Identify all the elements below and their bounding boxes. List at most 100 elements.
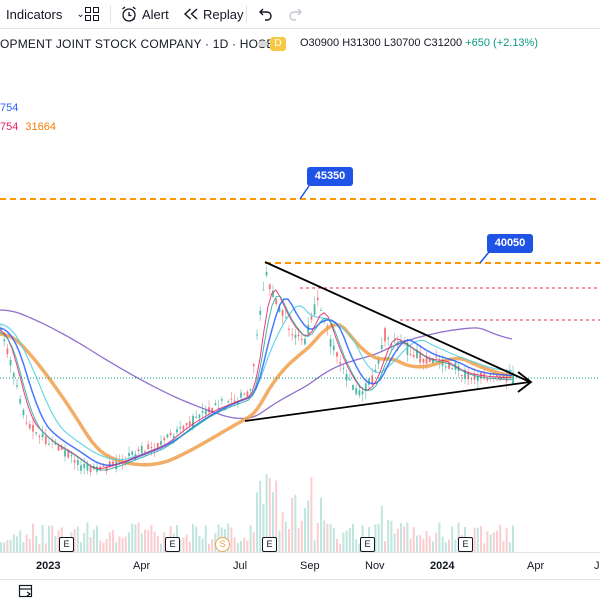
volume-bar xyxy=(153,531,156,552)
earnings-event-5[interactable]: E xyxy=(458,537,473,552)
volume-bar xyxy=(316,522,319,552)
candle-body xyxy=(179,426,182,429)
volume-bar xyxy=(275,480,278,552)
volume-bar xyxy=(300,520,303,552)
alert-button[interactable]: Alert xyxy=(120,0,169,28)
volume-bar xyxy=(48,525,50,552)
volume-bar xyxy=(307,500,310,552)
layout-grid-button[interactable] xyxy=(84,0,100,28)
price-chart[interactable] xyxy=(0,0,600,552)
x-tick-label: Nov xyxy=(365,560,385,572)
candle-body xyxy=(380,344,383,349)
candle-body xyxy=(284,317,287,319)
volume-bar xyxy=(25,534,28,552)
candle-body xyxy=(467,372,470,380)
earnings-event-2[interactable]: E xyxy=(165,537,180,552)
candle-body xyxy=(0,328,2,331)
callout-pointer-45350 xyxy=(299,185,310,200)
volume-bar xyxy=(304,507,306,552)
price-callout-40050[interactable]: 40050 xyxy=(487,234,533,253)
volume-bar xyxy=(406,522,409,552)
volume-bar xyxy=(438,522,441,552)
candle-body xyxy=(265,272,268,276)
volume-bar xyxy=(57,530,60,552)
candle-body xyxy=(268,284,271,290)
candle-body xyxy=(294,334,297,338)
volume-bar xyxy=(291,497,294,552)
earnings-event-4[interactable]: E xyxy=(360,537,375,552)
redo-button[interactable] xyxy=(287,0,303,28)
earnings-event-1[interactable]: E xyxy=(59,537,74,552)
earnings-letter: E xyxy=(462,539,469,549)
candle-body xyxy=(278,307,281,312)
volume-bar xyxy=(76,526,79,552)
volume-bar xyxy=(38,543,41,552)
candlesticks xyxy=(0,265,514,477)
candle-body xyxy=(243,393,246,395)
candle-body xyxy=(499,375,502,381)
volume-bar xyxy=(83,532,86,552)
volume-bar xyxy=(243,537,246,552)
volume-bar xyxy=(80,542,82,552)
price-callout-45350[interactable]: 45350 xyxy=(307,167,353,186)
candle-body xyxy=(288,328,290,330)
x-tick-label: J xyxy=(594,560,600,572)
candle-body xyxy=(233,400,236,402)
undo-button[interactable] xyxy=(258,0,274,28)
volume-bar xyxy=(284,521,287,552)
symbol-title[interactable]: OPMENT JOINT STOCK COMPANY · 1D · HOSE xyxy=(0,37,275,51)
split-event[interactable]: S xyxy=(215,537,230,552)
top-toolbar: Indicators ⌄ Alert Replay xyxy=(0,0,600,29)
candle-body xyxy=(64,450,66,457)
volume-bar xyxy=(348,527,351,552)
triangle-upper-line xyxy=(264,261,531,383)
volume-bar xyxy=(332,528,335,552)
candle-body xyxy=(227,401,230,403)
volume-bar xyxy=(508,542,511,552)
ma-cyan-line xyxy=(0,305,513,461)
candle-body xyxy=(512,372,514,385)
volume-bar xyxy=(432,541,434,552)
volume-bar xyxy=(377,524,380,552)
candle-body xyxy=(476,376,479,382)
market-status-indicator xyxy=(258,41,268,47)
volume-bar xyxy=(115,542,118,552)
volume-bar xyxy=(342,532,345,552)
volume-bar xyxy=(252,532,255,552)
volume-bar xyxy=(128,532,130,552)
candle-body xyxy=(435,356,438,358)
candle-body xyxy=(131,451,134,455)
candle-body xyxy=(464,369,466,379)
candle-body xyxy=(182,425,185,430)
earnings-letter: E xyxy=(364,539,371,549)
volume-bar xyxy=(236,543,239,552)
replay-button[interactable]: Replay xyxy=(183,0,243,28)
volume-bar xyxy=(240,540,242,552)
candle-body xyxy=(352,384,354,390)
time-axis[interactable]: 2023 Apr Jul Sep Nov 2024 Apr J xyxy=(0,552,600,579)
volume-bar xyxy=(160,543,162,552)
volume-bar xyxy=(297,528,300,552)
candle-body xyxy=(60,447,63,450)
candle-body xyxy=(313,304,316,315)
candle-body xyxy=(307,324,310,334)
volume-bar xyxy=(352,523,354,552)
earnings-event-3[interactable]: E xyxy=(262,537,277,552)
volume-bar xyxy=(374,524,377,552)
candle-body xyxy=(140,445,143,453)
change-value: +650 (+2.13%) xyxy=(465,37,538,49)
volume-bar xyxy=(419,535,422,552)
volume-bar xyxy=(6,540,9,552)
candle-body xyxy=(316,297,319,301)
date-range-icon[interactable] xyxy=(18,583,34,599)
volume-bar xyxy=(156,535,159,552)
indicators-button[interactable]: Indicators ⌄ xyxy=(6,0,85,28)
candle-body xyxy=(416,349,418,359)
volume-bar xyxy=(387,519,390,552)
volume-bar xyxy=(188,542,191,552)
candle-body xyxy=(422,358,425,363)
candle-body xyxy=(67,449,70,458)
alert-label: Alert xyxy=(142,6,169,22)
candle-body xyxy=(108,461,111,468)
candle-body xyxy=(9,359,12,366)
